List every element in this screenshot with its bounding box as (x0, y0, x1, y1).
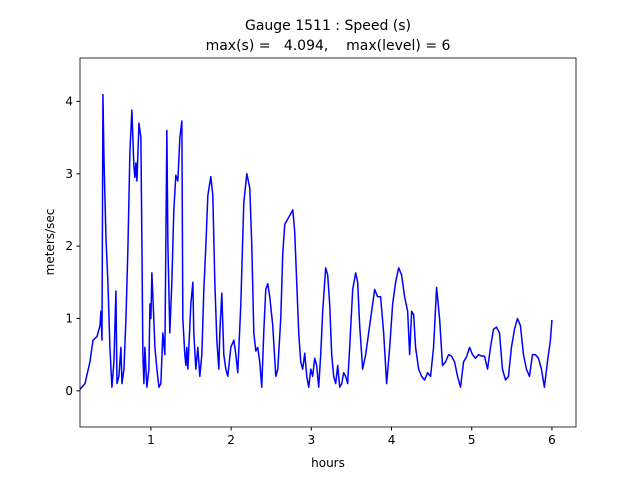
y-tick-label: 0 (65, 384, 73, 398)
x-axis-label: hours (311, 456, 345, 470)
chart-title: Gauge 1511 : Speed (s) (245, 18, 411, 34)
speed-line (80, 93, 553, 390)
x-tick-label: 6 (548, 433, 556, 447)
y-tick-label: 1 (65, 311, 73, 325)
x-tick-label: 1 (147, 433, 155, 447)
x-tick-label: 5 (468, 433, 476, 447)
x-tick-label: 4 (388, 433, 396, 447)
y-tick-label: 2 (65, 239, 73, 253)
x-tick-label: 2 (227, 433, 235, 447)
y-tick-label: 4 (65, 94, 73, 108)
y-tick-label: 3 (65, 167, 73, 181)
plot-frame (79, 57, 577, 428)
x-tick-label: 3 (307, 433, 315, 447)
y-axis-label: meters/sec (43, 209, 57, 276)
chart-subtitle: max(s) = 4.094, max(level) = 6 (206, 38, 451, 54)
